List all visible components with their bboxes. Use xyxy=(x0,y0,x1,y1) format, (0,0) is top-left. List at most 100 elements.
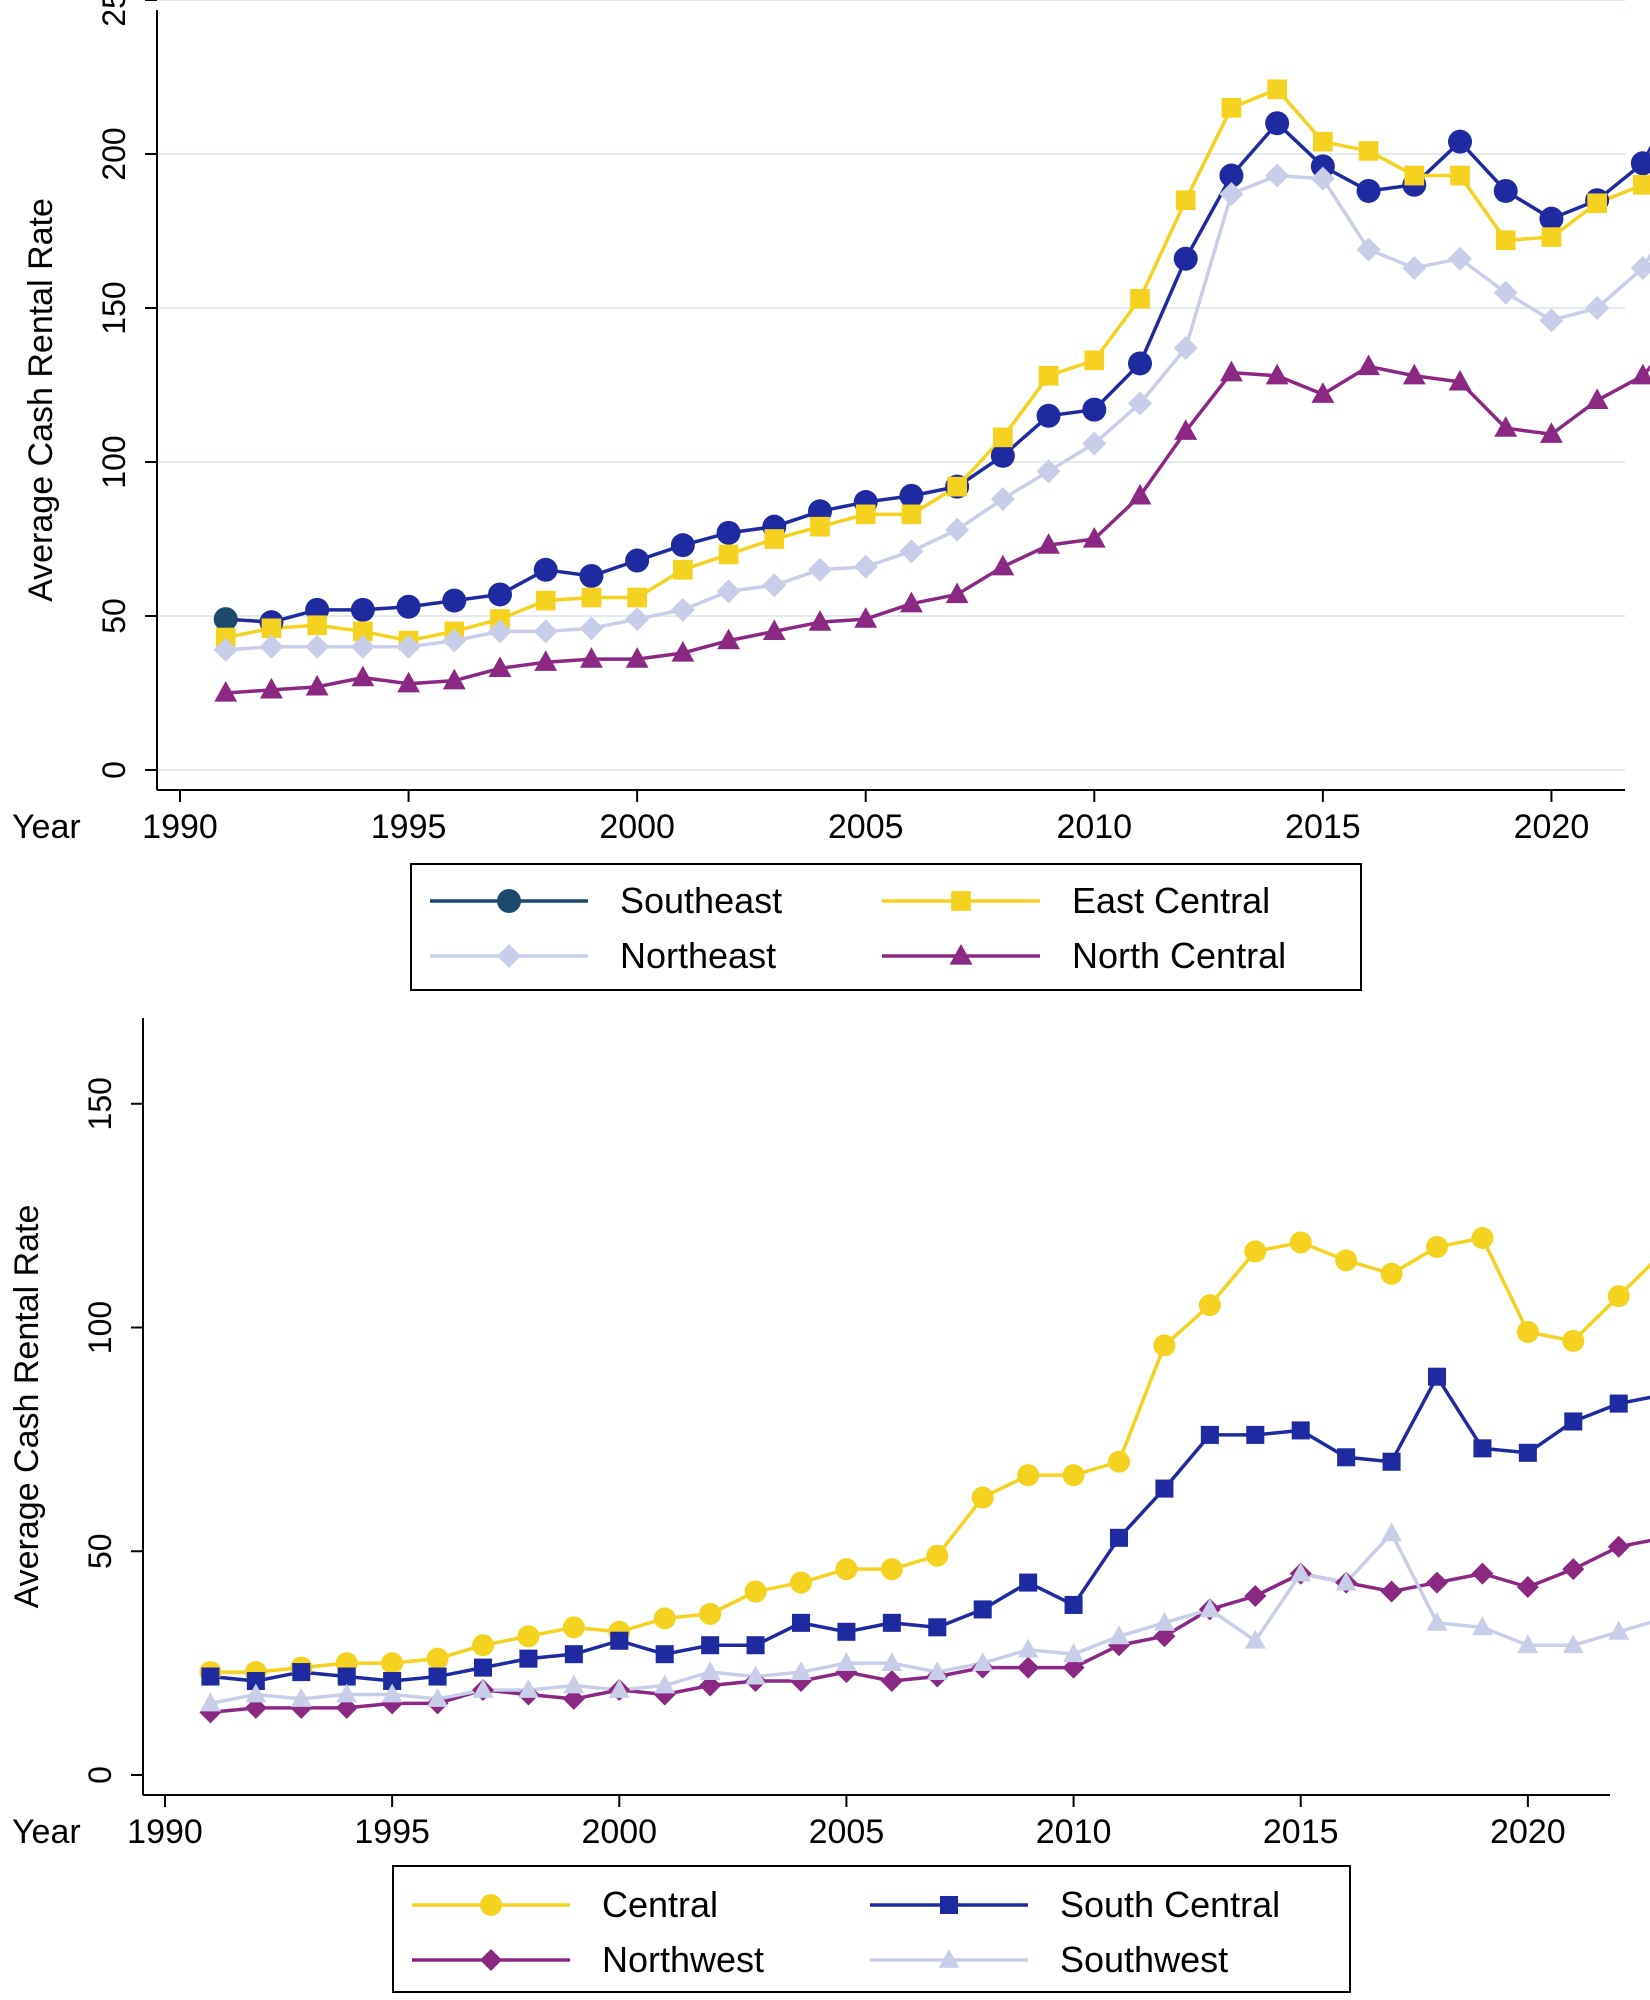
data-point-northeast xyxy=(305,634,330,659)
data-point-east-central xyxy=(1175,190,1196,211)
data-point-north-central xyxy=(762,619,786,641)
x-tick-label: 1995 xyxy=(354,1813,430,1851)
data-point-north-central xyxy=(305,674,329,696)
data-point-east-central xyxy=(855,504,876,525)
data-point-southwest xyxy=(245,1683,267,1703)
series-line-southeast xyxy=(225,121,1650,624)
data-point-north-central xyxy=(945,582,969,604)
data-point-northeast xyxy=(945,517,970,542)
legend-marker-northwest xyxy=(480,1949,502,1971)
data-point-south-central xyxy=(473,1658,493,1677)
x-tick-label: 2010 xyxy=(1056,808,1132,846)
data-point-central xyxy=(699,1602,722,1625)
data-point-southwest xyxy=(1017,1638,1039,1658)
data-point-southwest xyxy=(1426,1611,1448,1631)
data-point-south-central xyxy=(701,1636,720,1655)
data-point-east-central xyxy=(673,559,693,580)
data-point-southeast xyxy=(716,520,741,545)
data-point-north-central xyxy=(1174,419,1198,440)
x-tick-label: 1990 xyxy=(127,1813,203,1851)
data-point-northeast xyxy=(1310,166,1335,191)
data-point-south-central xyxy=(337,1667,356,1686)
data-point-central xyxy=(1289,1231,1312,1254)
data-point-south-central xyxy=(1564,1412,1583,1431)
y-tick-label: 100 xyxy=(96,435,132,488)
data-point-north-central xyxy=(1311,382,1335,403)
series-line-southwest xyxy=(210,1531,1650,1706)
data-point-northeast xyxy=(533,619,558,644)
axes-bottom: 0501001501990199520002005201020152020202… xyxy=(82,1018,1610,1851)
data-point-northwest xyxy=(1153,1625,1176,1648)
x-tick-label: 2005 xyxy=(809,1813,885,1851)
data-point-north-central xyxy=(1494,416,1518,437)
data-point-southwest xyxy=(1608,1620,1630,1640)
data-point-northwest xyxy=(1244,1585,1267,1607)
data-point-northeast xyxy=(350,634,375,659)
data-point-northeast xyxy=(1219,182,1244,207)
data-point-southwest xyxy=(1244,1629,1266,1649)
y-tick-label: 0 xyxy=(96,761,132,779)
data-point-southeast xyxy=(1356,178,1381,203)
data-point-southeast xyxy=(1265,111,1290,136)
data-point-south-central xyxy=(201,1667,220,1686)
legend-marker-southwest xyxy=(938,1949,960,1968)
data-point-northeast xyxy=(808,557,832,582)
data-point-southeast xyxy=(579,563,604,588)
data-point-southwest xyxy=(699,1661,721,1680)
data-point-south-central xyxy=(655,1645,674,1664)
data-point-northwest xyxy=(562,1687,585,1710)
data-point-southwest xyxy=(517,1678,539,1698)
data-point-southeast xyxy=(350,597,375,622)
data-point-southwest xyxy=(427,1687,449,1707)
data-point-southwest xyxy=(1517,1634,1539,1654)
data-point-south-central xyxy=(837,1622,856,1641)
data-point-southwest xyxy=(608,1678,630,1698)
data-point-north-central xyxy=(1357,354,1380,376)
data-point-southeast xyxy=(899,483,924,508)
data-point-central xyxy=(1562,1329,1585,1352)
data-point-northeast xyxy=(1128,391,1152,416)
data-point-northwest xyxy=(1017,1656,1040,1679)
data-point-southwest xyxy=(472,1678,494,1698)
data-point-northwest xyxy=(335,1696,358,1719)
data-point-south-central xyxy=(791,1613,811,1632)
data-point-north-central xyxy=(442,668,466,690)
data-point-south-central xyxy=(383,1672,402,1691)
data-point-south-central xyxy=(1155,1479,1174,1498)
y-tick-label: 50 xyxy=(82,1533,118,1569)
data-point-south-central xyxy=(1246,1425,1265,1444)
data-point-northeast xyxy=(1402,255,1427,280)
data-point-east-central xyxy=(1450,165,1470,186)
data-point-central xyxy=(1607,1285,1630,1308)
data-point-central xyxy=(1426,1235,1448,1258)
data-point-south-central xyxy=(292,1663,311,1682)
x-tick-label: 1990 xyxy=(142,808,218,846)
data-point-southeast xyxy=(1173,246,1198,271)
data-point-south-central xyxy=(746,1636,765,1655)
y-tick-label: 100 xyxy=(82,1301,118,1354)
data-point-southeast xyxy=(1310,154,1335,179)
series-lines-top xyxy=(225,87,1650,695)
data-point-northeast xyxy=(1630,255,1650,280)
data-point-east-central xyxy=(1633,174,1650,195)
data-point-northeast xyxy=(1173,336,1198,361)
data-point-south-central xyxy=(973,1600,992,1619)
data-point-east-central xyxy=(1358,141,1379,161)
data-point-central xyxy=(1198,1294,1221,1317)
data-point-northeast xyxy=(762,573,787,598)
data-point-northeast xyxy=(259,634,284,659)
data-point-south-central xyxy=(1019,1573,1038,1592)
data-point-northeast xyxy=(899,539,924,564)
data-point-northeast xyxy=(716,579,741,604)
data-point-southwest xyxy=(563,1674,585,1694)
data-point-northwest xyxy=(880,1670,903,1693)
legend-label-east-central: East Central xyxy=(1072,880,1270,921)
series-line-east-central xyxy=(225,87,1650,643)
chart-top: 0 50 100 150 200 250 1990 1995 2000 2005 2010 2015 2… xyxy=(12,0,1650,991)
x-tick-label: 2020 xyxy=(1490,1813,1566,1851)
data-point-northwest xyxy=(699,1674,722,1697)
x-tick-label: 2005 xyxy=(828,808,904,846)
data-point-east-central xyxy=(1221,97,1242,118)
data-point-central xyxy=(1108,1450,1130,1473)
data-point-central xyxy=(517,1625,540,1648)
